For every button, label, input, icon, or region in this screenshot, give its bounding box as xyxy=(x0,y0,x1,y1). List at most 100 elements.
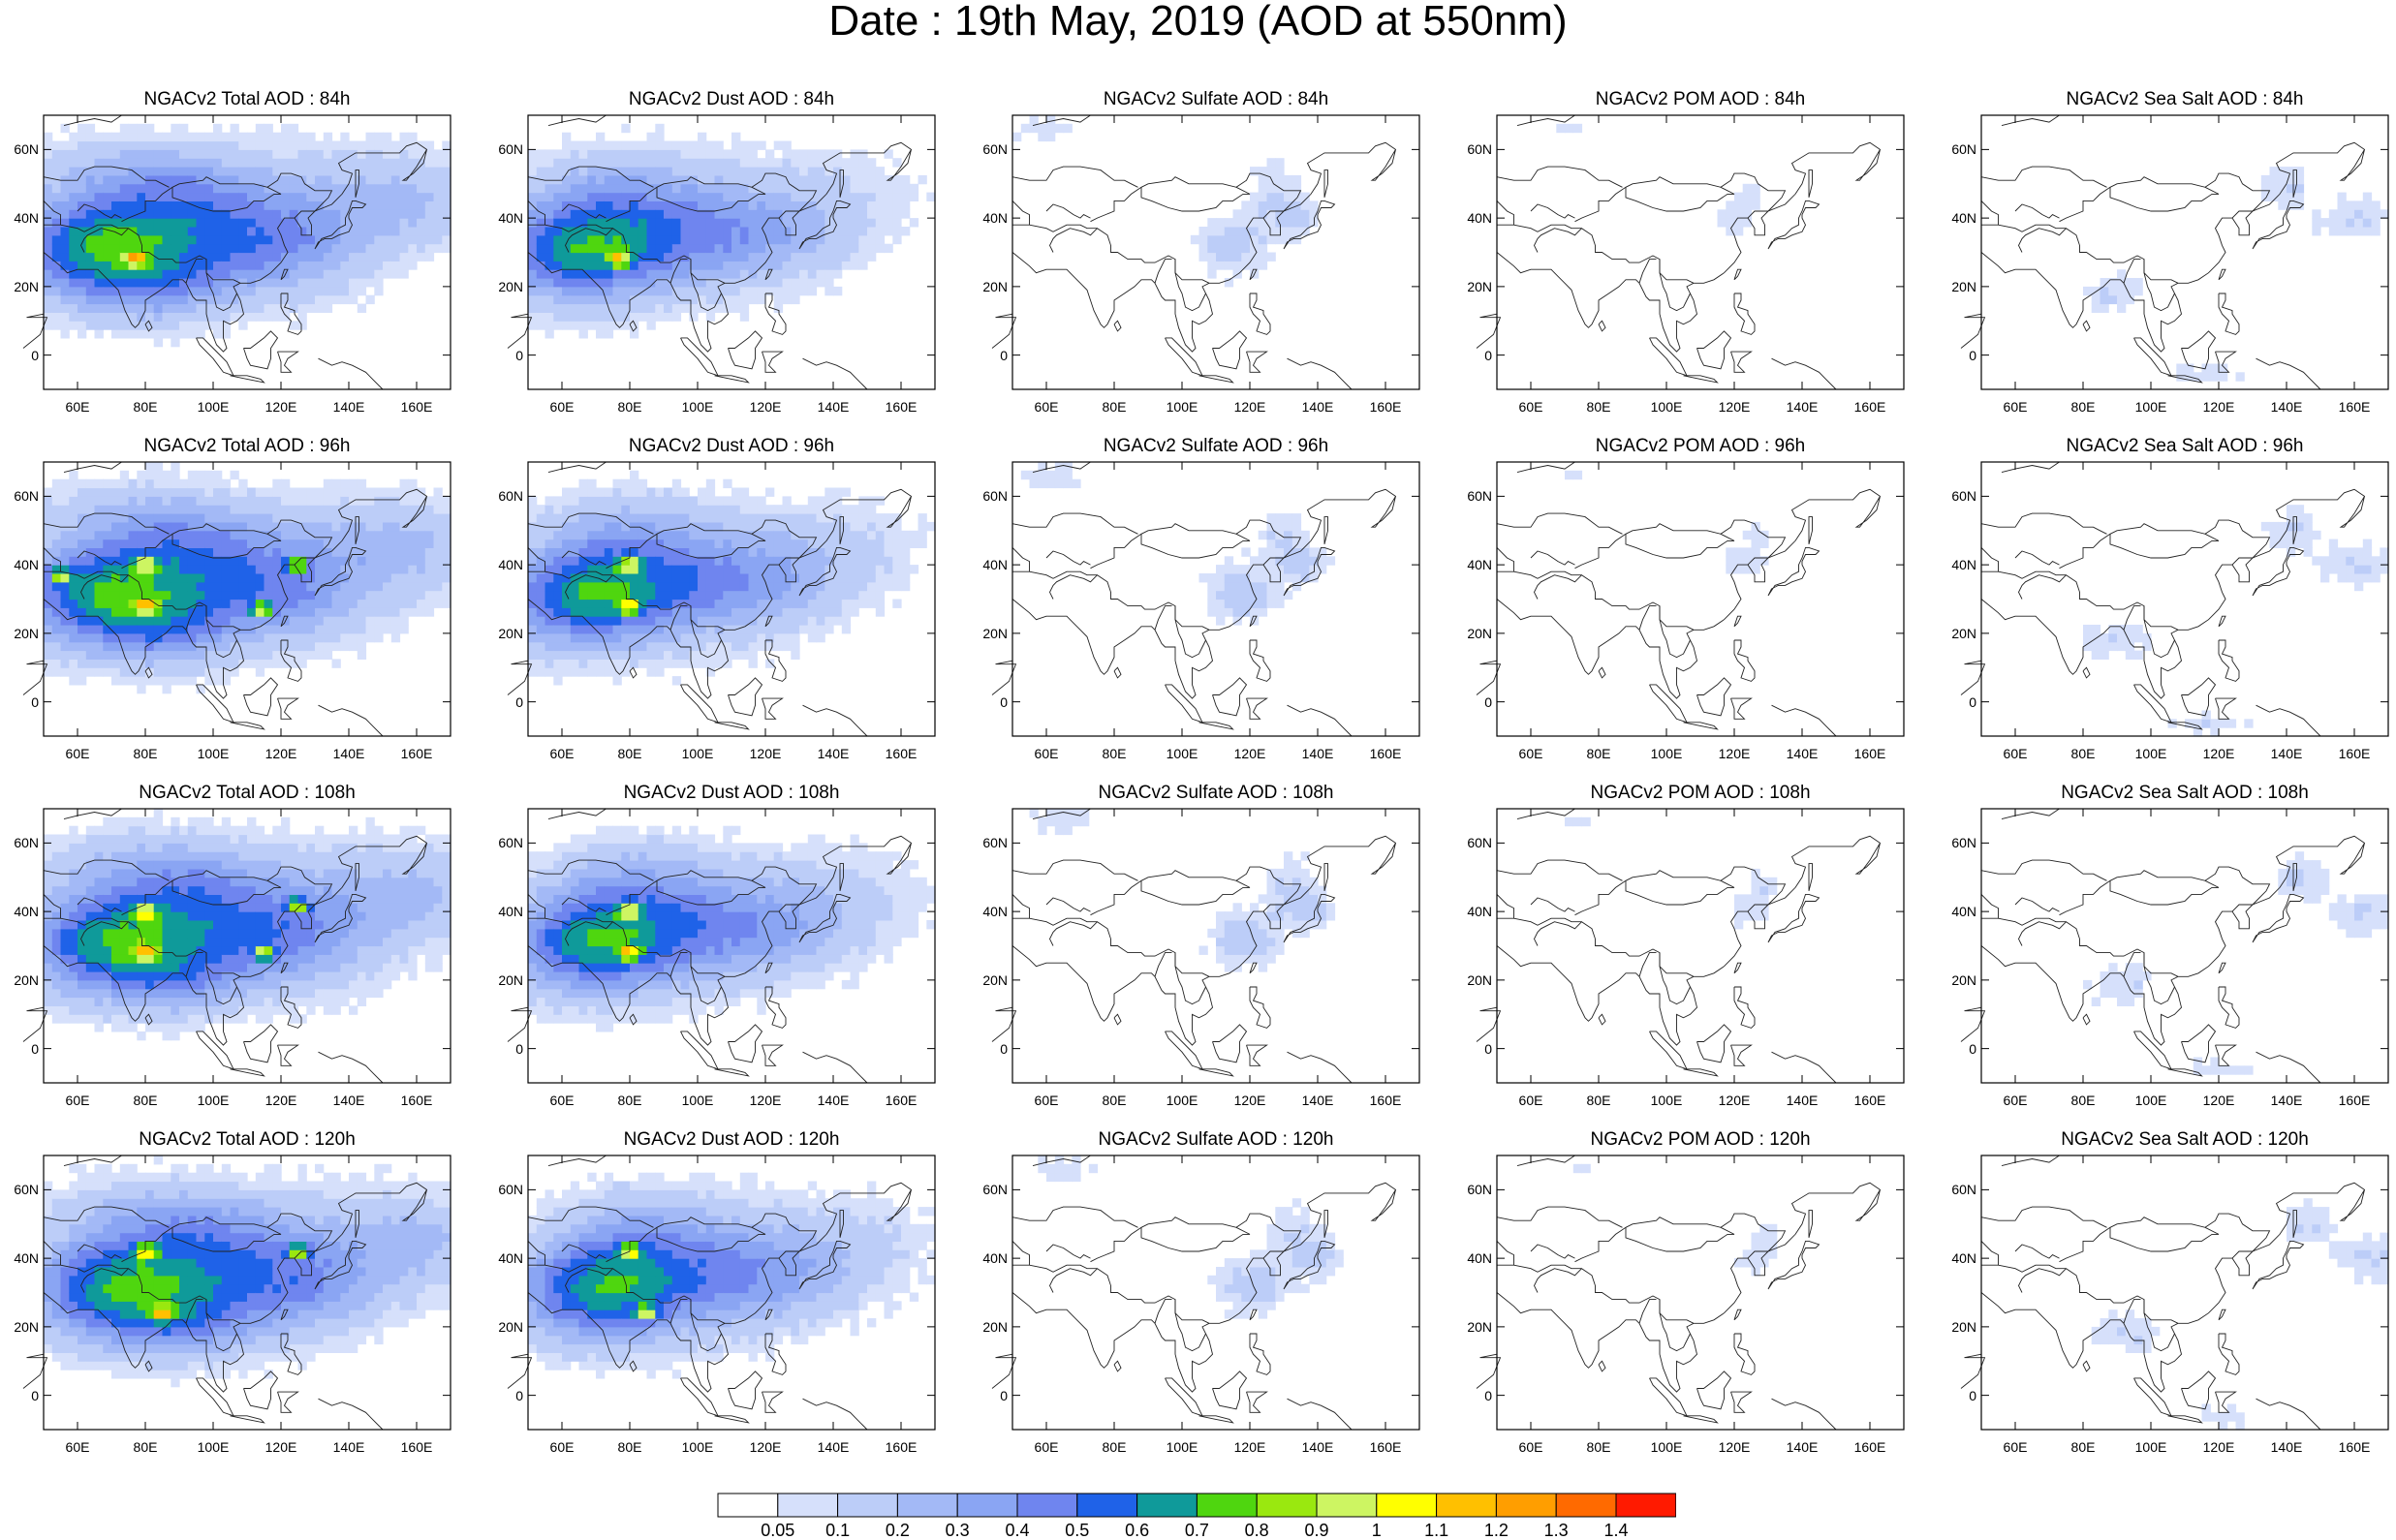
colorbar-swatch xyxy=(718,1494,778,1517)
lon-tick-label: 120E xyxy=(2199,1439,2238,1455)
lon-tick-label: 60E xyxy=(58,1093,97,1108)
colorbar-swatch xyxy=(957,1494,1017,1517)
lon-tick-label: 140E xyxy=(2267,1093,2306,1108)
lon-tick-label: 140E xyxy=(1298,399,1337,415)
lat-tick-label: 60N xyxy=(1938,835,1976,850)
map-plot xyxy=(44,115,451,389)
lon-tick-label: 60E xyxy=(58,746,97,761)
lon-tick-label: 80E xyxy=(610,1439,649,1455)
lon-tick-label: 140E xyxy=(2267,746,2306,761)
panel-title: NGACv2 Sulfate AOD : 96h xyxy=(1012,436,1419,457)
lat-tick-label: 60N xyxy=(1453,141,1492,157)
aod-field xyxy=(528,1173,936,1379)
lon-tick-label: 120E xyxy=(746,1093,785,1108)
lon-tick-label: 80E xyxy=(2064,746,2102,761)
lat-tick-label: 20N xyxy=(1938,626,1976,641)
aod-field xyxy=(1012,115,1319,287)
lat-tick-label: 20N xyxy=(0,972,39,988)
coastlines xyxy=(1477,462,1881,736)
lon-tick-label: 120E xyxy=(262,746,300,761)
lon-tick-label: 160E xyxy=(397,1439,436,1455)
lon-tick-label: 100E xyxy=(2132,1439,2170,1455)
lat-tick-label: 40N xyxy=(0,557,39,572)
lon-tick-label: 160E xyxy=(882,746,920,761)
aod-field xyxy=(528,471,936,686)
lon-tick-label: 140E xyxy=(1298,746,1337,761)
lat-tick-label: 40N xyxy=(969,1250,1008,1266)
coastlines xyxy=(992,115,1396,389)
lat-tick-label: 40N xyxy=(0,210,39,226)
panel-title: NGACv2 POM AOD : 96h xyxy=(1497,436,1904,457)
lat-tick-label: 0 xyxy=(1453,694,1492,710)
lon-tick-label: 60E xyxy=(1511,746,1550,761)
lat-tick-label: 40N xyxy=(969,904,1008,919)
lon-tick-label: 160E xyxy=(1851,1093,1889,1108)
map-plot xyxy=(1981,115,2388,389)
lat-tick-label: 20N xyxy=(1938,972,1976,988)
colorbar-label: 0.4 xyxy=(993,1521,1042,1540)
aod-field xyxy=(1030,809,1336,972)
lon-tick-label: 100E xyxy=(1163,1093,1201,1108)
lon-tick-label: 60E xyxy=(1996,1439,2035,1455)
panel-title: NGACv2 Total AOD : 96h xyxy=(44,436,451,457)
lat-tick-label: 20N xyxy=(969,626,1008,641)
lat-tick-label: 0 xyxy=(0,348,39,363)
lon-tick-label: 160E xyxy=(2335,746,2374,761)
map-plot xyxy=(1012,462,1419,736)
panel-title: NGACv2 Sea Salt AOD : 108h xyxy=(1981,783,2388,804)
lat-tick-label: 0 xyxy=(1938,348,1976,363)
lat-tick-label: 40N xyxy=(484,1250,523,1266)
lon-tick-label: 80E xyxy=(126,746,165,761)
lon-tick-label: 60E xyxy=(1027,1439,1066,1455)
colorbar-swatch xyxy=(1317,1494,1377,1517)
lat-tick-label: 60N xyxy=(1938,488,1976,504)
lon-tick-label: 80E xyxy=(126,399,165,415)
lat-tick-label: 0 xyxy=(1938,1388,1976,1403)
lat-tick-label: 40N xyxy=(1453,904,1492,919)
colorbar-swatch xyxy=(1616,1494,1676,1517)
lon-tick-label: 60E xyxy=(1511,1439,1550,1455)
colorbar-swatch xyxy=(897,1494,957,1517)
colorbar-swatch xyxy=(778,1494,838,1517)
lon-tick-label: 160E xyxy=(397,399,436,415)
figure-title: Date : 19th May, 2019 (AOD at 550nm) xyxy=(0,2,2396,41)
lon-tick-label: 60E xyxy=(1996,1093,2035,1108)
lat-tick-label: 60N xyxy=(1938,1182,1976,1197)
lon-tick-label: 120E xyxy=(1230,1093,1269,1108)
lon-tick-label: 120E xyxy=(746,1439,785,1455)
colorbar-swatch xyxy=(1137,1494,1198,1517)
lat-tick-label: 60N xyxy=(969,141,1008,157)
lon-tick-label: 80E xyxy=(1579,1439,1618,1455)
lat-tick-label: 20N xyxy=(1453,626,1492,641)
lat-tick-label: 40N xyxy=(1938,210,1976,226)
lat-tick-label: 20N xyxy=(1938,279,1976,294)
lon-tick-label: 140E xyxy=(1783,1093,1821,1108)
lat-tick-label: 0 xyxy=(484,348,523,363)
lat-tick-label: 60N xyxy=(0,835,39,850)
lon-tick-label: 100E xyxy=(1163,746,1201,761)
lon-tick-label: 80E xyxy=(610,1093,649,1108)
lat-tick-label: 40N xyxy=(484,210,523,226)
colorbar-label: 1.3 xyxy=(1532,1521,1580,1540)
lon-tick-label: 160E xyxy=(1366,1439,1405,1455)
lon-tick-label: 100E xyxy=(2132,399,2170,415)
lon-tick-label: 80E xyxy=(610,399,649,415)
coastlines xyxy=(1477,1155,1881,1430)
colorbar-label: 1.2 xyxy=(1472,1521,1520,1540)
coastlines xyxy=(1477,809,1881,1083)
lat-tick-label: 0 xyxy=(969,694,1008,710)
colorbar-label: 0.3 xyxy=(933,1521,981,1540)
coastlines xyxy=(1961,462,2365,736)
lon-tick-label: 160E xyxy=(2335,1439,2374,1455)
map-plot xyxy=(1981,809,2388,1083)
map-plot xyxy=(44,1155,451,1430)
lon-tick-label: 160E xyxy=(1851,1439,1889,1455)
lat-tick-label: 20N xyxy=(484,626,523,641)
lon-tick-label: 140E xyxy=(2267,1439,2306,1455)
panel-title: NGACv2 Dust AOD : 84h xyxy=(528,89,935,110)
